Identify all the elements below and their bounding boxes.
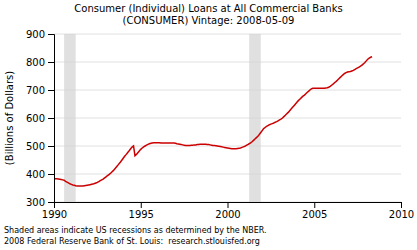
- y-tick: 700: [26, 85, 54, 96]
- y-axis: 300 400 500 600 700 800 900: [26, 29, 55, 208]
- footer-note: 2008 Federal Reserve Bank of St. Louis: …: [4, 237, 260, 246]
- grid-line: [54, 146, 401, 147]
- x-axis: 1990 1995 2000 2005 2010: [42, 202, 414, 220]
- chart: 1990 1995 2000 2005 2010 300 400 500 600 700 800 90…: [0, 0, 417, 250]
- y-tick: 600: [26, 113, 54, 124]
- x-tick-mark: [401, 202, 402, 208]
- title: Consumer (Individual) Loans at All Comme…: [74, 3, 342, 26]
- y-tick-label: 400: [26, 169, 45, 180]
- x-tick-label: 2000: [215, 209, 240, 220]
- y-tick-mark: [48, 90, 54, 91]
- y-tick-label: 800: [26, 57, 45, 68]
- grid-line: [54, 34, 401, 35]
- recession-span: [64, 34, 76, 202]
- y-tick: 900: [26, 29, 54, 40]
- x-tick-label: 2005: [302, 209, 327, 220]
- recession-span: [249, 34, 261, 202]
- x-tick-label: 1995: [129, 209, 154, 220]
- y-axis-title: (Billions of Dollars): [4, 71, 15, 165]
- y-tick: 300: [26, 197, 54, 208]
- y-tick-mark: [48, 62, 54, 63]
- y-tick-label: 600: [26, 113, 45, 124]
- x-tick: 2010: [389, 202, 414, 220]
- y-tick: 400: [26, 169, 54, 180]
- y-tick-label: 300: [26, 197, 45, 208]
- x-tick: 2005: [302, 202, 327, 220]
- x-tick: 1990: [42, 202, 67, 220]
- y-tick: 500: [26, 141, 54, 152]
- y-axis-line: [48, 35, 55, 203]
- x-tick-mark: [141, 202, 142, 208]
- y-tick: 800: [26, 57, 54, 68]
- y-tick-mark: [48, 34, 54, 35]
- plot-area: 1990 1995 2000 2005 2010 300 400 500 600 700 800 90…: [26, 29, 414, 220]
- x-tick: 2000: [215, 202, 240, 220]
- y-tick-mark: [48, 174, 54, 175]
- grid-line: [54, 118, 401, 119]
- grid-line: [54, 62, 401, 63]
- y-tick-mark: [48, 202, 54, 203]
- line: [54, 57, 372, 186]
- y-tick-label: 500: [26, 141, 45, 152]
- x-axis-line: [55, 203, 402, 209]
- x-tick-mark: [314, 202, 315, 208]
- y-tick-label: 700: [26, 85, 45, 96]
- x-tick-label: 1990: [42, 209, 67, 220]
- marks: [54, 34, 372, 202]
- footer-note: Shaded areas indicate US recessions as d…: [4, 226, 267, 235]
- y-tick-mark: [48, 118, 54, 119]
- grid-line: [54, 174, 401, 175]
- y-tick-mark: [48, 146, 54, 147]
- x-tick-mark: [228, 202, 229, 208]
- y-tick-label: 900: [26, 29, 45, 40]
- x-tick: 1995: [129, 202, 154, 220]
- grid: [54, 34, 401, 202]
- x-tick-label: 2010: [389, 209, 414, 220]
- grid-line: [54, 90, 401, 91]
